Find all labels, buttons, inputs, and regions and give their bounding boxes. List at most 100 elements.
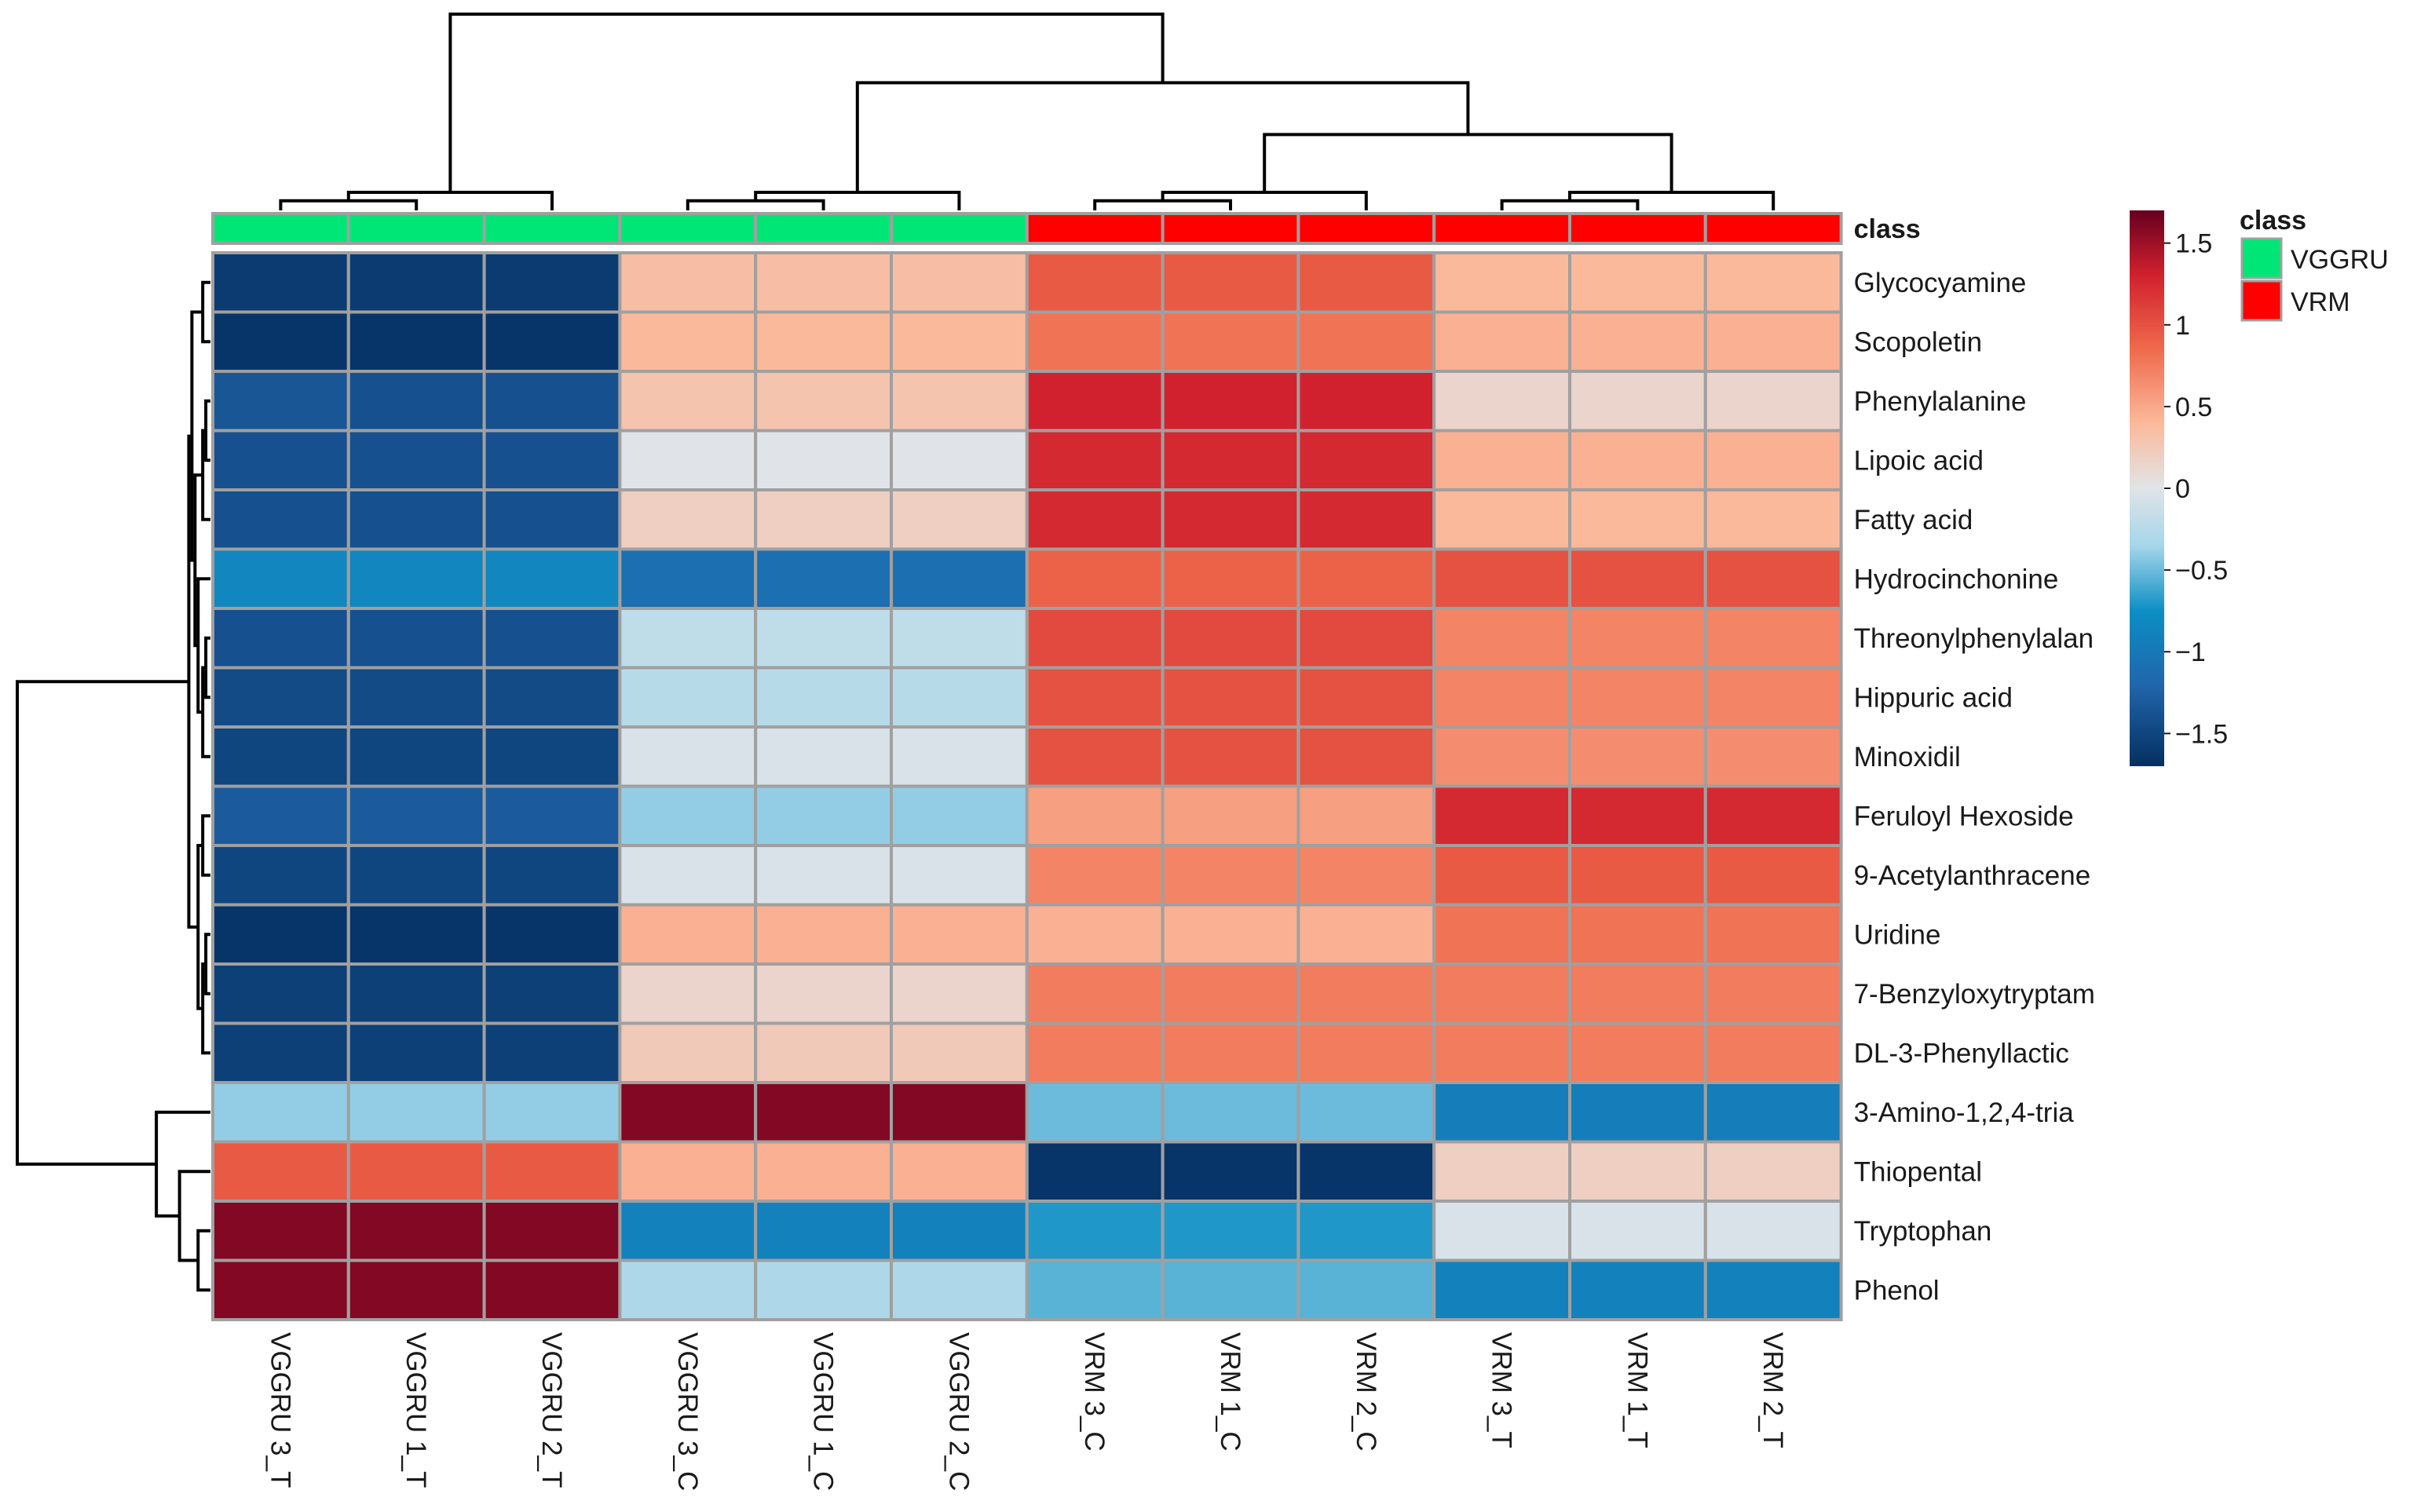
heatmap-cell <box>754 844 894 907</box>
heatmap-cell <box>211 429 350 491</box>
heatmap-cell <box>346 1140 486 1203</box>
heatmap-cell <box>754 1258 894 1321</box>
class-bar-cell <box>1161 212 1300 245</box>
class-legend-title: class <box>2240 206 2306 236</box>
heatmap-cell <box>1025 666 1165 729</box>
heatmap-cell <box>754 1200 894 1262</box>
heatmap-cell <box>1296 1258 1436 1321</box>
heatmap-cell <box>482 1021 622 1084</box>
heatmap-cell <box>890 784 1029 847</box>
heatmap-cell <box>346 844 486 907</box>
heatmap-cell <box>890 429 1029 491</box>
column-label: VGGRU 3_C <box>672 1332 703 1491</box>
heatmap-cell <box>1568 1258 1707 1321</box>
class-bar-cell <box>1432 212 1571 245</box>
heatmap-cell <box>618 1200 758 1262</box>
heatmap-cell <box>1703 547 1843 610</box>
column-dendrogram-branch <box>279 199 419 210</box>
heatmap-cell <box>1568 1140 1707 1203</box>
heatmap-cell <box>1025 429 1165 491</box>
class-bar-cell <box>1568 212 1707 245</box>
heatmap-cell <box>1025 370 1165 433</box>
heatmap-cell <box>346 251 486 314</box>
heatmap-cell <box>1296 1200 1436 1262</box>
heatmap-cell <box>482 488 622 551</box>
class-legend-label: VRM <box>2291 287 2350 317</box>
heatmap-cell <box>1703 784 1843 847</box>
colorbar-gradient <box>2130 210 2164 766</box>
heatmap-cell <box>754 1140 894 1203</box>
heatmap-cell <box>211 310 350 373</box>
heatmap-cell <box>1025 903 1165 966</box>
heatmap-cell <box>1296 251 1436 314</box>
class-legend-swatch <box>2240 237 2283 279</box>
heatmap-cell <box>1161 488 1300 551</box>
heatmap-cell <box>1296 607 1436 670</box>
heatmap-cell <box>1025 1258 1165 1321</box>
column-dendrogram-branch <box>1263 133 1673 192</box>
heatmap-cell <box>1025 1021 1165 1084</box>
heatmap-cell <box>482 370 622 433</box>
class-legend-items: VGGRU VRM <box>2240 237 2389 322</box>
heatmap-cell <box>211 1021 350 1084</box>
heatmap-cell <box>890 962 1029 1025</box>
heatmap-cell <box>346 962 486 1025</box>
heatmap-cell <box>1432 725 1571 788</box>
heatmap-cell <box>618 666 758 729</box>
heatmap-cell <box>1568 310 1707 373</box>
heatmap-cell <box>211 962 350 1025</box>
heatmap-cell <box>890 251 1029 314</box>
row-label: Hippuric acid <box>1854 682 2013 713</box>
column-label: VRM 3_T <box>1487 1332 1517 1448</box>
heatmap-cell <box>618 844 758 907</box>
heatmap-cell <box>1703 251 1843 314</box>
heatmap-cell <box>346 784 486 847</box>
column-dendrogram-branch <box>448 13 1165 192</box>
heatmap-cell <box>1025 1140 1165 1203</box>
column-label: VGGRU 3_T <box>265 1332 295 1488</box>
heatmap-cell <box>754 547 894 610</box>
heatmap-cell <box>1296 1081 1436 1144</box>
heatmap-cell <box>1432 251 1571 314</box>
heatmap-cell <box>1568 429 1707 491</box>
column-label: VGGRU 1_T <box>400 1332 431 1488</box>
column-dendrogram-branch <box>1500 199 1640 210</box>
heatmap-cell <box>1703 962 1843 1025</box>
heatmap-cell <box>1296 310 1436 373</box>
heatmap-cell <box>1432 370 1571 433</box>
heatmap-cell <box>1025 488 1165 551</box>
column-label: VRM 2_C <box>1351 1332 1381 1452</box>
heatmap-cell <box>754 488 894 551</box>
heatmap-cell <box>754 1081 894 1144</box>
heatmap-cell <box>346 310 486 373</box>
heatmap-cell <box>211 547 350 610</box>
heatmap-cell <box>618 903 758 966</box>
heatmap-cell <box>1703 488 1843 551</box>
heatmap-cell <box>1161 547 1300 610</box>
heatmap-cell <box>482 962 622 1025</box>
heatmap-cell <box>482 784 622 847</box>
heatmap-cell <box>482 310 622 373</box>
heatmap-cell <box>1703 1258 1843 1321</box>
heatmap-cell <box>346 725 486 788</box>
heatmap-cell <box>754 251 894 314</box>
heatmap-cell <box>890 666 1029 729</box>
heatmap-cell <box>1703 607 1843 670</box>
row-label: Uridine <box>1854 919 1941 950</box>
heatmap-cell <box>1568 547 1707 610</box>
row-label: Tryptophan <box>1854 1216 1992 1247</box>
heatmap-cell <box>1432 1258 1571 1321</box>
heatmap-cell <box>482 725 622 788</box>
heatmap-cell <box>1161 666 1300 729</box>
heatmap-cell <box>1161 429 1300 491</box>
heatmap-cell <box>1296 844 1436 907</box>
heatmap-cell <box>211 607 350 670</box>
row-label: 9-Acetylanthracene <box>1854 860 2091 891</box>
heatmap-cell <box>1432 784 1571 847</box>
colorbar-tick-label: 0 <box>2175 474 2190 504</box>
heatmap-cell <box>346 488 486 551</box>
heatmap-cell <box>890 725 1029 788</box>
heatmap-cell <box>890 1258 1029 1321</box>
class-bar-cell <box>890 212 1029 245</box>
heatmap-cell <box>1296 547 1436 610</box>
